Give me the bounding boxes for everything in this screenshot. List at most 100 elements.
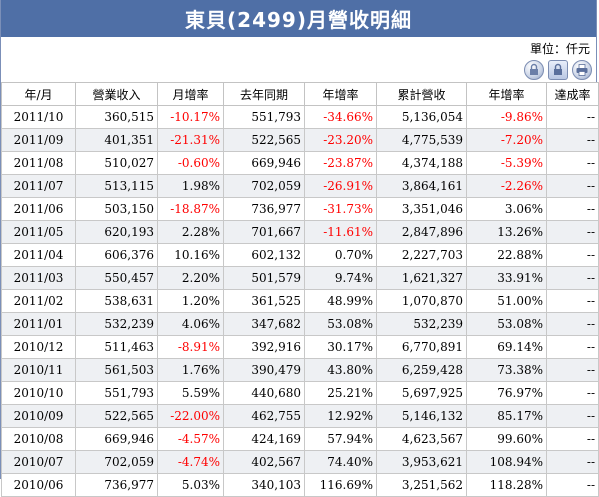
unit-label: 單位：仟元 [529,42,590,56]
table-cell: -- [546,312,599,336]
page-title: 東貝(2499)月營收明細 [1,0,596,37]
column-header: 年/月 [1,82,76,106]
table-cell: 2011/04 [1,243,76,267]
table-cell: -- [546,220,599,244]
table-cell: -- [546,335,599,359]
table-cell: 561,503 [75,358,158,382]
table-cell: 76.97% [466,381,547,405]
table-cell: 2,227,703 [376,243,467,267]
column-header: 年增率 [466,82,547,106]
table-cell: 511,463 [75,335,158,359]
table-cell: -7.20% [466,128,547,152]
toolbar [1,58,596,82]
table-row: 2011/04 606,376 10.16% 602,132 0.70% 2,227,70… [1,243,599,267]
column-header: 去年同期 [223,82,305,106]
table-cell: -34.66% [304,105,377,129]
table-cell: 13.26% [466,220,547,244]
table-cell: 2.20% [157,266,224,290]
table-cell: 2010/09 [1,404,76,428]
table-row: 2011/03 550,457 2.20% 501,579 9.74% 1,621,327… [1,266,599,290]
table-cell: 2,847,896 [376,220,467,244]
table-cell: 1.20% [157,289,224,313]
table-cell: 2011/02 [1,289,76,313]
table-cell: 551,793 [223,105,305,129]
table-row: 2010/07 702,059 -4.74% 402,567 74.40% 3,953,6… [1,450,599,474]
table-cell: -- [546,427,599,451]
table-cell: 2010/11 [1,358,76,382]
table-cell: 2011/10 [1,105,76,129]
table-cell: -31.73% [304,197,377,221]
table-cell: 2010/06 [1,473,76,497]
table-cell: 5,146,132 [376,404,467,428]
table-cell: 532,239 [75,312,158,336]
table-cell: 1.76% [157,358,224,382]
table-cell: 53.08% [466,312,547,336]
table-cell: 74.40% [304,450,377,474]
table-cell: 538,631 [75,289,158,313]
table-cell: 550,457 [75,266,158,290]
table-cell: 669,946 [75,427,158,451]
table-row: 2010/12 511,463 -8.91% 392,916 30.17% 6,770,8… [1,335,599,359]
table-cell: 702,059 [75,450,158,474]
lock-button[interactable] [524,60,544,80]
table-row: 2010/10 551,793 5.59% 440,680 25.21% 5,697,92… [1,381,599,405]
print-button[interactable] [572,60,592,80]
table-cell: -- [546,197,599,221]
table-cell: 360,515 [75,105,158,129]
table-cell: 3,251,562 [376,473,467,497]
lock-button-2[interactable] [548,60,568,80]
table-cell: -2.26% [466,174,547,198]
table-cell: 602,132 [223,243,305,267]
table-cell: 392,916 [223,335,305,359]
table-row: 2010/09 522,565 -22.00% 462,755 12.92% 5,146,… [1,404,599,428]
table-cell: 53.08% [304,312,377,336]
table-cell: 3,351,046 [376,197,467,221]
table-cell: 25.21% [304,381,377,405]
table-cell: -21.31% [157,128,224,152]
table-cell: 51.00% [466,289,547,313]
column-header: 達成率 [546,82,599,106]
table-cell: -8.91% [157,335,224,359]
table-cell: 4.06% [157,312,224,336]
table-cell: 69.14% [466,335,547,359]
table-cell: 462,755 [223,404,305,428]
table-cell: 701,667 [223,220,305,244]
table-cell: 2010/10 [1,381,76,405]
table-cell: 48.99% [304,289,377,313]
table-cell: 522,565 [223,128,305,152]
table-cell: 2011/08 [1,151,76,175]
table-cell: 522,565 [75,404,158,428]
table-row: 2011/10 360,515 -10.17% 551,793 -34.66% 5,136… [1,105,599,129]
table-cell: 440,680 [223,381,305,405]
table-cell: 390,479 [223,358,305,382]
table-header-row: 年/月 營業收入 月增率 去年同期 年增率 累計營收 年增率 達成率 [1,82,599,106]
table-cell: 620,193 [75,220,158,244]
table-cell: 0.70% [304,243,377,267]
table-cell: 116.69% [304,473,377,497]
table-cell: 2011/09 [1,128,76,152]
table-cell: -26.91% [304,174,377,198]
table-cell: 57.94% [304,427,377,451]
table-cell: 1,621,327 [376,266,467,290]
lock-icon [530,63,538,75]
table-cell: 73.38% [466,358,547,382]
table-cell: 2011/03 [1,266,76,290]
table-cell: 85.17% [466,404,547,428]
table-cell: -23.87% [304,151,377,175]
table-cell: 2.28% [157,220,224,244]
table-row: 2011/02 538,631 1.20% 361,525 48.99% 1,070,87… [1,289,599,313]
column-header: 營業收入 [75,82,158,106]
table-cell: 5,697,925 [376,381,467,405]
table-cell: -- [546,243,599,267]
table-cell: 2010/08 [1,427,76,451]
table-cell: 510,027 [75,151,158,175]
table-cell: 118.28% [466,473,547,497]
table-cell: 736,977 [75,473,158,497]
table-row: 2011/08 510,027 -0.60% 669,946 -23.87% 4,374,… [1,151,599,175]
table-cell: -- [546,174,599,198]
table-cell: 1,070,870 [376,289,467,313]
table-cell: -10.17% [157,105,224,129]
table-cell: -- [546,289,599,313]
table-cell: 551,793 [75,381,158,405]
table-cell: -- [546,358,599,382]
